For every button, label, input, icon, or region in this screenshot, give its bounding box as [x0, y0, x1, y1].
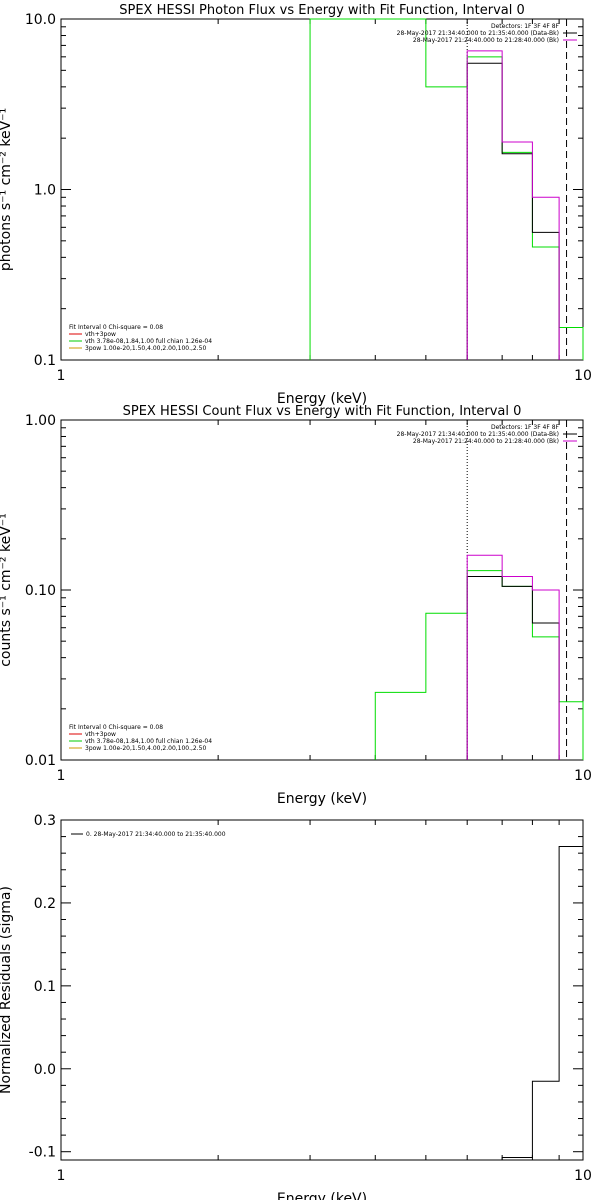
x-tick-label: 1	[57, 368, 66, 384]
plot-frame	[60, 419, 584, 761]
y-tick-label: 0.1	[34, 353, 56, 369]
legend-entry: 28-May-2017 21:24:40.000 to 21:28:40.000…	[413, 37, 559, 44]
legend-entry: 28-May-2017 21:34:40.000 to 21:35:40.000…	[397, 431, 559, 438]
legend-entry: vth+3pow	[85, 731, 116, 738]
legend-entry: 3pow 1.00e-20,1.50,4.00,2.00,100.,2.50	[85, 345, 206, 352]
chart-title: SPEX HESSI Count Flux vs Energy with Fit…	[123, 404, 522, 419]
legend-entry: 0. 28-May-2017 21:34:40.000 to 21:35:40.…	[86, 831, 226, 838]
y-tick-label: 0.01	[25, 753, 56, 769]
y-axis-label: Normalized Residuals (sigma)	[0, 886, 14, 1094]
chart-panel-3: 1 10 Energy (keV) -0.1 0.0 0.1 0.2 0.3 Normalize…	[0, 813, 592, 1200]
legend-entry: vth 3.78e-08,1.84,1.00 full chian 1.26e-…	[85, 738, 212, 745]
chart-title: SPEX HESSI Photon Flux vs Energy with Fi…	[119, 3, 525, 18]
legend-entry: Fit Interval 0 Chi-square = 0.08	[69, 724, 163, 731]
series-histogram	[309, 18, 584, 360]
legend-entry: 3pow 1.00e-20,1.50,4.00,2.00,100.,2.50	[85, 745, 206, 752]
series-histogram	[466, 50, 560, 360]
legend-entry: Fit Interval 0 Chi-square = 0.08	[69, 324, 163, 331]
y-tick-label: 10.0	[25, 12, 56, 28]
series-histogram	[466, 576, 560, 760]
plot-frame	[60, 819, 584, 1161]
x-tick-label: 1	[57, 768, 66, 784]
chart-panel-1: SPEX HESSI Photon Flux vs Energy with Fi…	[0, 3, 592, 407]
y-tick-label: 1.0	[34, 183, 56, 199]
series-histogram	[466, 62, 560, 360]
series-histogram	[466, 554, 560, 760]
x-axis-label: Energy (keV)	[277, 791, 367, 807]
x-tick-label: 10	[574, 1168, 592, 1184]
y-tick-label: 0.10	[25, 583, 56, 599]
legend-entry: Detectors: 1F 3F 4F 8F	[491, 23, 560, 30]
y-tick-label: -0.1	[29, 1145, 56, 1161]
y-tick-label: 0.2	[34, 896, 56, 912]
y-axis-label: photons s⁻¹ cm⁻² keV⁻¹	[0, 108, 14, 271]
x-tick-label: 10	[574, 768, 592, 784]
y-tick-label: 0.0	[34, 1062, 56, 1078]
chart-panel-2: SPEX HESSI Count Flux vs Energy with Fit…	[0, 404, 592, 807]
legend-entry: 28-May-2017 21:34:40.000 to 21:35:40.000…	[397, 30, 559, 37]
y-tick-label: 1.00	[25, 413, 56, 429]
plot-frame	[60, 18, 584, 361]
legend-entry: vth+3pow	[85, 331, 116, 338]
x-axis-label: Energy (keV)	[277, 1191, 367, 1200]
series-histogram	[374, 570, 584, 760]
legend-entry: vth 3.78e-08,1.84,1.00 full chian 1.26e-…	[85, 338, 212, 345]
x-tick-label: 10	[574, 368, 592, 384]
x-axis-label: Energy (keV)	[277, 391, 367, 407]
y-tick-label: 0.3	[34, 813, 56, 829]
series-histogram	[501, 846, 584, 1160]
x-tick-label: 1	[57, 1168, 66, 1184]
y-axis-label: counts s⁻¹ cm⁻² keV⁻¹	[0, 513, 14, 667]
legend-entry: 28-May-2017 21:24:40.000 to 21:28:40.000…	[413, 438, 559, 445]
y-tick-label: 0.1	[34, 979, 56, 995]
legend-entry: Detectors: 1F 3F 4F 8F	[491, 424, 560, 431]
